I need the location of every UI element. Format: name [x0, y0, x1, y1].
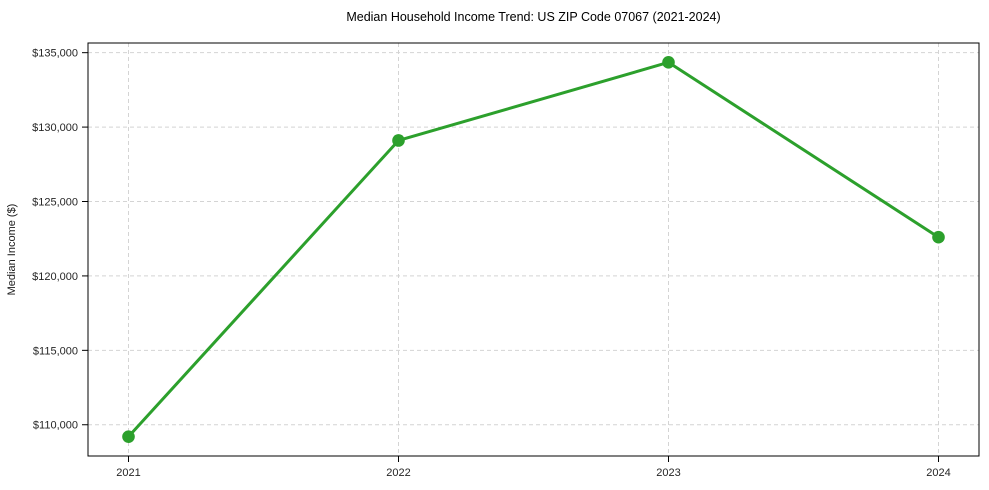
x-tick-label: 2023 [656, 467, 680, 479]
data-point-2021 [122, 430, 135, 443]
plot-border [87, 42, 980, 457]
y-tick-label: $110,000 [33, 420, 78, 432]
tick-labels: $110,000 $115,000 $120,000 $125,000 $130,000… [32, 48, 951, 479]
y-tick-label: $115,000 [33, 345, 78, 357]
data-point-2022 [392, 134, 405, 147]
trend-line [127, 60, 940, 439]
y-tick-label: $130,000 [32, 122, 78, 134]
trend-line-series [122, 56, 945, 443]
x-tick-label: 2022 [386, 467, 410, 479]
y-axis-label: Median Income ($) [6, 204, 18, 296]
axis-ticks [82, 52, 939, 462]
x-tick-label: 2024 [926, 467, 950, 479]
y-tick-label: $135,000 [32, 48, 78, 60]
chart-title: Median Household Income Trend: US ZIP Co… [346, 10, 720, 24]
y-tick-label: $125,000 [32, 197, 78, 209]
data-point-2023 [662, 56, 675, 69]
gridlines [88, 43, 979, 456]
y-tick-label: $120,000 [32, 271, 78, 283]
data-point-2024 [932, 230, 945, 244]
x-tick-label: 2021 [116, 467, 140, 479]
